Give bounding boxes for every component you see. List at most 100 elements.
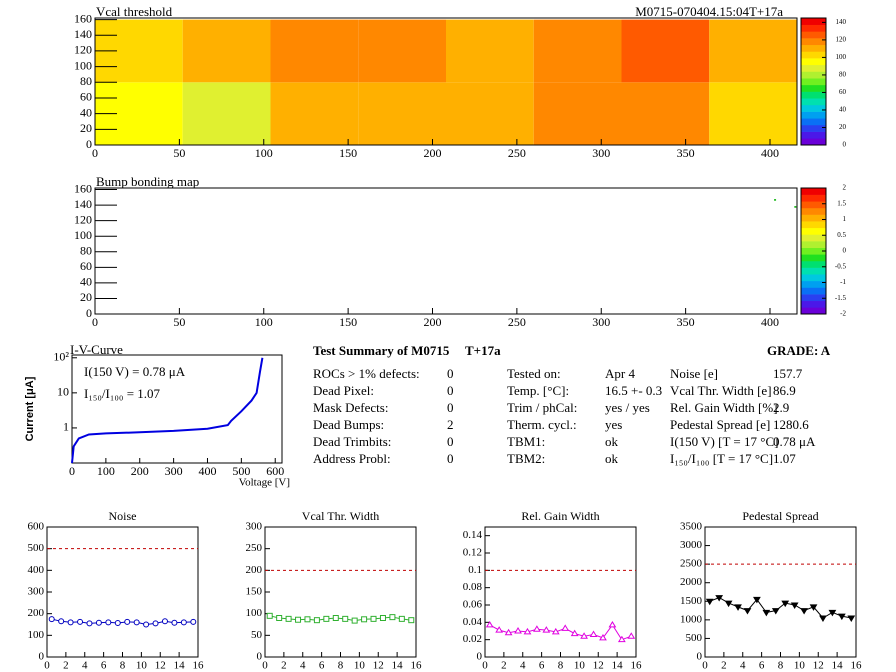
marker xyxy=(105,619,112,626)
marker xyxy=(48,616,55,623)
y-tick-label: 0.1 xyxy=(468,564,482,576)
summary-label: Dead Trimbits: xyxy=(313,434,391,449)
x-tick-label: 250 xyxy=(508,315,526,329)
y-tick-label: 3500 xyxy=(680,521,703,533)
y-tick-label: 0.14 xyxy=(463,529,483,541)
colorbar-band xyxy=(801,84,826,92)
marker xyxy=(266,612,273,619)
x-tick-label: 10 xyxy=(136,660,148,672)
colorbar-band xyxy=(801,24,826,32)
plot-frame xyxy=(46,526,199,658)
summary-label: Dead Pixel: xyxy=(313,383,374,398)
chart-title: Vcal Thr. Width xyxy=(302,509,379,523)
dead-bump xyxy=(794,206,797,208)
colorbar-tick-label: -1 xyxy=(840,278,846,286)
y-tick-label: 80 xyxy=(80,244,92,258)
marker xyxy=(561,624,570,631)
marker xyxy=(828,609,837,617)
marker xyxy=(58,618,65,625)
colorbar-band xyxy=(801,118,826,126)
data-line xyxy=(489,624,632,641)
colorbar-tick-label: 20 xyxy=(839,123,847,131)
colorbar-band xyxy=(801,91,826,99)
chart-title: Noise xyxy=(109,509,137,523)
y-tick-label: 0 xyxy=(86,137,92,151)
marker xyxy=(809,604,818,611)
summary-label: TBM1: xyxy=(507,434,545,449)
marker xyxy=(617,635,626,643)
marker xyxy=(705,598,714,606)
heatmap-cell xyxy=(621,19,710,83)
y-tick-label: 140 xyxy=(74,27,92,41)
colorbar-band xyxy=(801,124,826,132)
x-tick-label: 2 xyxy=(721,660,727,672)
summary-label: Pedestal Spread [e] xyxy=(670,417,770,432)
colorbar-band xyxy=(801,138,826,146)
data-line xyxy=(71,357,264,464)
summary-label: Dead Bumps: xyxy=(313,417,384,432)
heatmap-cell xyxy=(270,82,359,145)
y-tick-label: 120 xyxy=(74,43,92,57)
colorbar-tick-label: 40 xyxy=(839,106,847,114)
x-tick-label: 400 xyxy=(198,464,216,478)
x-tick-label: 400 xyxy=(761,315,779,329)
colorbar-tick-label: 0 xyxy=(843,141,847,149)
x-tick-label: 0 xyxy=(262,660,268,672)
x-tick-label: 16 xyxy=(631,660,643,672)
colorbar-band xyxy=(801,307,826,315)
summary-value: yes xyxy=(605,417,622,432)
marker xyxy=(143,621,150,628)
colorbar-band xyxy=(801,58,826,66)
y-tick-label: 0.08 xyxy=(463,581,483,593)
marker xyxy=(715,595,724,602)
marker xyxy=(771,608,780,615)
colorbar-band xyxy=(801,201,826,209)
summary-label: Temp. [°C]: xyxy=(507,383,569,398)
x-tick-label: 50 xyxy=(173,315,185,329)
summary-label: Tested on: xyxy=(507,366,561,381)
colorbar-band xyxy=(801,78,826,86)
colorbar-band xyxy=(801,300,826,308)
y-tick-label: 2500 xyxy=(680,558,703,570)
x-tick-label: 300 xyxy=(165,464,183,478)
marker xyxy=(77,618,84,625)
x-tick-label: 150 xyxy=(339,146,357,160)
summary-label: TBM2: xyxy=(507,451,545,466)
summary-value: 0 xyxy=(447,366,454,381)
chart-subtitle: M0715-070404.15:04T+17a xyxy=(635,4,783,19)
colorbar-band xyxy=(801,280,826,288)
grade: GRADE: A xyxy=(767,343,831,358)
colorbar-tick-label: 140 xyxy=(836,18,847,26)
plot-frame xyxy=(94,17,798,146)
heatmap-cell xyxy=(533,19,622,83)
y-tick-label: 20 xyxy=(80,290,92,304)
y-tick-label: 60 xyxy=(80,90,92,104)
marker xyxy=(276,615,283,621)
summary-label: ROCs > 1% defects: xyxy=(313,366,420,381)
colorbar-band xyxy=(801,51,826,59)
y-tick-label: 1000 xyxy=(680,613,703,625)
marker xyxy=(781,600,790,608)
x-tick-label: 0 xyxy=(702,660,708,672)
y-tick-label: 40 xyxy=(80,275,92,289)
y-tick-label: 10² xyxy=(53,350,69,364)
y-tick-label: 200 xyxy=(246,564,263,576)
heatmap-cell xyxy=(358,19,446,83)
heatmap-cell xyxy=(358,82,446,145)
marker xyxy=(599,633,607,641)
marker xyxy=(379,615,386,621)
x-tick-label: 400 xyxy=(761,146,779,160)
marker xyxy=(847,615,856,622)
y-tick-label: 10 xyxy=(57,385,69,399)
colorbar-band xyxy=(801,274,826,282)
chart-title: Vcal threshold xyxy=(96,4,173,19)
colorbar-band xyxy=(801,247,826,255)
heatmap-cell xyxy=(270,19,359,83)
dead-bump xyxy=(774,199,777,201)
x-tick-label: 2 xyxy=(63,660,69,672)
y-tick-label: 1 xyxy=(63,420,69,434)
y-tick-label: 1500 xyxy=(680,595,703,607)
x-tick-label: 2 xyxy=(281,660,287,672)
y-tick-label: 400 xyxy=(28,564,45,576)
x-tick-label: 16 xyxy=(851,660,863,672)
